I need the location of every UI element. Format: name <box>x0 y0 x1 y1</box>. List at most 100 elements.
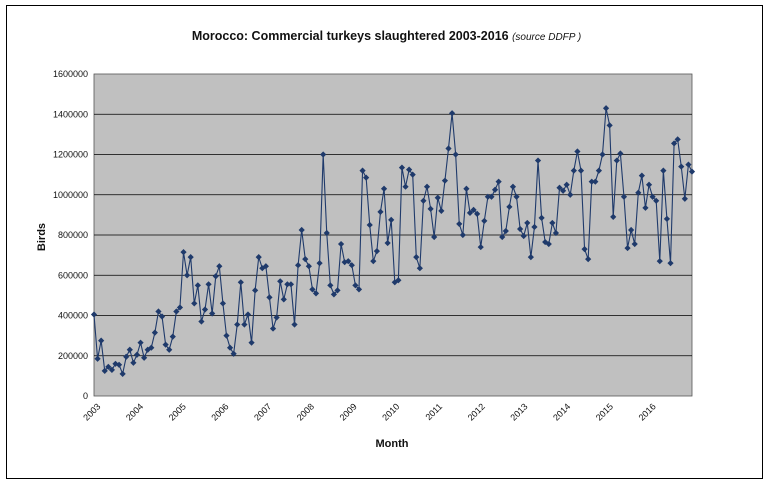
data-point <box>316 260 323 267</box>
gridlines <box>94 113 692 357</box>
data-point <box>348 262 355 269</box>
y-tick-label: 200000 <box>58 351 88 361</box>
data-point <box>610 213 617 220</box>
data-point <box>201 306 209 313</box>
data-point <box>402 183 409 190</box>
data-point <box>287 281 295 288</box>
data-point <box>377 208 384 215</box>
data-point <box>559 187 567 194</box>
data-point <box>420 197 427 204</box>
data-point <box>499 233 506 241</box>
data-point <box>298 226 305 234</box>
chart-title: Morocco: Commercial turkeys slaughtered … <box>191 29 509 43</box>
data-point <box>416 265 423 272</box>
y-tick-label: 400000 <box>58 311 88 321</box>
data-point <box>617 150 624 157</box>
data-point <box>130 359 137 366</box>
data-point <box>187 254 194 261</box>
data-point <box>112 360 119 367</box>
data-point <box>642 204 649 211</box>
data-point <box>448 110 456 117</box>
data-point <box>219 300 227 307</box>
x-tick-label: 2013 <box>508 401 529 422</box>
y-tick-label: 1600000 <box>53 69 88 79</box>
data-point <box>667 260 674 267</box>
y-tick-label: 0 <box>83 391 88 401</box>
data-point <box>441 177 449 184</box>
data-point <box>237 279 244 286</box>
data-point <box>98 337 105 344</box>
x-tick-label: 2016 <box>637 401 658 422</box>
data-point <box>216 263 223 270</box>
data-point <box>166 346 173 353</box>
data-point <box>563 181 570 188</box>
data-point <box>366 221 373 229</box>
data-point <box>180 249 187 256</box>
data-point <box>670 140 678 147</box>
data-point <box>373 248 380 255</box>
data-point <box>94 355 101 362</box>
data-point <box>184 272 191 279</box>
data-point <box>534 157 542 164</box>
data-point <box>477 243 484 251</box>
data-point <box>678 163 685 170</box>
data-point <box>538 214 545 221</box>
data-point <box>481 217 488 225</box>
data-point <box>656 258 663 265</box>
data-point <box>552 229 560 237</box>
data-point <box>370 258 377 265</box>
data-point <box>592 178 599 185</box>
data-point <box>391 279 398 286</box>
data-point <box>474 210 481 217</box>
data-point <box>688 168 696 175</box>
y-axis-label: Birds <box>36 223 48 251</box>
data-point <box>155 308 162 315</box>
data-point <box>320 151 327 158</box>
x-tick-label: 2007 <box>252 401 273 422</box>
data-point <box>524 219 531 227</box>
data-point <box>141 354 148 361</box>
data-point <box>194 282 201 289</box>
data-point <box>409 171 416 178</box>
data-point <box>323 229 330 237</box>
data-point <box>255 254 262 261</box>
data-point <box>305 263 312 270</box>
x-axis-label: Month <box>376 438 409 450</box>
data-point <box>230 350 237 357</box>
x-tick-label: 2011 <box>423 401 444 422</box>
data-point <box>674 136 681 143</box>
data-point <box>212 273 219 280</box>
data-point <box>144 346 151 353</box>
x-tick-label: 2004 <box>124 401 145 422</box>
data-point <box>384 239 391 247</box>
x-tick-label: 2014 <box>551 401 572 422</box>
data-point <box>108 366 116 373</box>
x-tick-label: 2005 <box>167 401 188 422</box>
data-point <box>312 290 320 297</box>
data-point <box>388 216 395 224</box>
x-tick-label: 2003 <box>81 401 102 422</box>
x-tick-label: 2008 <box>295 401 316 422</box>
x-tick-label: 2009 <box>338 401 359 422</box>
y-tick-label: 1400000 <box>53 109 88 119</box>
data-point <box>649 193 656 200</box>
data-point <box>248 339 255 346</box>
data-point <box>427 205 434 212</box>
data-point <box>176 304 184 311</box>
x-tick-label: 2012 <box>466 401 487 422</box>
data-point <box>395 277 402 284</box>
data-point <box>90 311 98 318</box>
data-point <box>520 232 527 240</box>
data-point <box>352 282 359 289</box>
data-point <box>137 339 144 346</box>
data-point <box>148 344 155 351</box>
data-point <box>606 122 613 129</box>
data-point <box>105 363 112 370</box>
data-point <box>234 321 241 328</box>
chart-subtitle: (source DDFP ) <box>512 32 582 43</box>
data-point <box>280 296 287 303</box>
data-point <box>663 215 671 222</box>
data-point <box>244 311 252 318</box>
data-point <box>466 209 474 216</box>
